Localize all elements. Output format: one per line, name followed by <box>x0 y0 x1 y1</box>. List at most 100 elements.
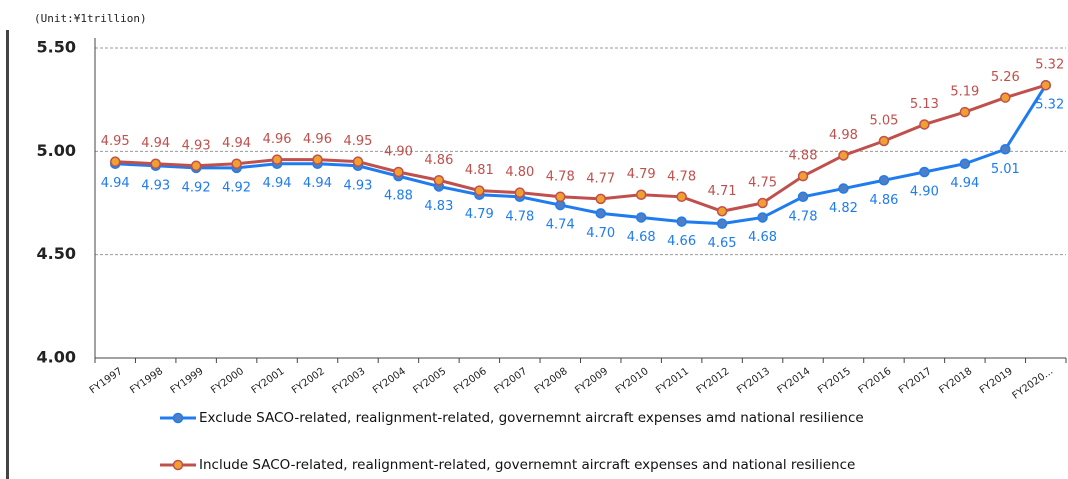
data-label: 4.95 <box>101 134 130 149</box>
point <box>676 191 687 203</box>
legend-label: Exclude SACO-related, realignment-relate… <box>199 410 864 426</box>
data-label: 4.65 <box>708 236 737 251</box>
data-label: 4.94 <box>222 136 251 151</box>
x-tick-label: FY2019 <box>978 366 1015 396</box>
data-label: 4.93 <box>182 138 211 153</box>
legend-marker <box>172 412 184 424</box>
point <box>838 150 849 161</box>
data-label: 5.32 <box>1035 98 1064 113</box>
data-label: 4.78 <box>667 169 696 184</box>
legend-label: Include SACO-related, realignment-relate… <box>199 457 855 473</box>
y-tick-label: 5.00 <box>37 141 76 160</box>
data-label: 4.81 <box>465 163 494 178</box>
x-tick-label: FY2010 <box>614 366 651 396</box>
x-tick-label: FY2018 <box>937 366 974 396</box>
data-label: 4.86 <box>869 193 898 208</box>
point <box>635 189 647 200</box>
x-tick-label: FY2004 <box>371 366 408 396</box>
y-tick-label: 4.00 <box>37 348 76 367</box>
point <box>1040 79 1052 91</box>
data-label: 4.78 <box>789 209 818 224</box>
point <box>716 218 728 229</box>
y-tick-label: 5.50 <box>37 38 76 57</box>
point <box>271 154 283 165</box>
data-label: 4.77 <box>586 171 615 186</box>
x-tick-label: FY1998 <box>128 366 165 396</box>
point <box>878 175 890 186</box>
data-label: 4.79 <box>627 167 656 182</box>
point <box>838 183 849 194</box>
series-line <box>115 83 1047 213</box>
unit-label: (Unit:¥1trillion) <box>34 12 147 25</box>
data-label: 4.68 <box>627 230 656 245</box>
point <box>595 208 606 219</box>
x-tick-label: FY2005 <box>411 366 448 396</box>
x-tick-label: FY2017 <box>897 366 934 396</box>
data-label: 4.83 <box>424 199 453 214</box>
point <box>1000 92 1011 103</box>
point <box>109 156 121 167</box>
data-label: 4.96 <box>303 132 332 147</box>
point <box>595 193 606 205</box>
point <box>231 158 242 169</box>
data-label: 4.88 <box>789 149 818 164</box>
data-label: 4.94 <box>141 136 170 151</box>
data-label: 4.94 <box>101 176 130 191</box>
data-label: 5.19 <box>950 85 979 100</box>
x-tick-label: FY2001 <box>250 366 287 396</box>
data-label: 5.05 <box>869 114 898 129</box>
point <box>959 106 971 118</box>
data-label: 4.74 <box>546 218 575 233</box>
data-label: 4.78 <box>505 209 534 224</box>
point <box>393 166 404 178</box>
series-line <box>115 84 1048 226</box>
point <box>878 135 890 147</box>
data-label: 4.68 <box>748 230 777 245</box>
point <box>555 191 566 203</box>
data-label: 4.80 <box>505 165 534 180</box>
point <box>757 212 768 223</box>
data-label: 4.66 <box>667 234 696 249</box>
data-label: 4.94 <box>950 176 979 191</box>
point <box>312 154 323 165</box>
data-label: 4.88 <box>384 189 413 204</box>
data-label: 4.79 <box>465 207 494 222</box>
point <box>1000 144 1011 155</box>
point <box>474 185 485 196</box>
data-label: 5.26 <box>991 70 1020 85</box>
x-tick-label: FY2003 <box>331 366 368 396</box>
x-tick-label: FY2000 <box>209 366 246 396</box>
y-tick-label: 4.50 <box>37 244 76 263</box>
point <box>919 119 930 130</box>
data-label: 4.86 <box>424 153 453 168</box>
point <box>150 158 161 169</box>
point <box>514 187 526 198</box>
x-tick-label: FY2016 <box>857 366 894 396</box>
data-label: 4.92 <box>222 180 251 195</box>
point <box>190 160 202 172</box>
x-tick-label: FY2015 <box>816 366 853 396</box>
data-label: 4.75 <box>748 176 777 191</box>
data-label: 4.92 <box>182 180 211 195</box>
x-tick-label: FY2002 <box>290 366 327 396</box>
data-label: 4.71 <box>708 184 737 199</box>
data-label: 4.90 <box>384 145 413 160</box>
data-label: 5.13 <box>910 97 939 112</box>
x-tick-label: FY2009 <box>573 366 610 396</box>
data-label: 4.96 <box>263 132 292 147</box>
x-tick-label: FY2011 <box>654 366 691 396</box>
data-label: 4.78 <box>546 169 575 184</box>
point <box>797 191 809 203</box>
data-label: 5.32 <box>1035 58 1064 73</box>
point <box>433 175 445 186</box>
data-label: 4.82 <box>829 201 858 216</box>
x-tick-label: FY2014 <box>776 366 813 396</box>
point <box>797 170 809 182</box>
x-tick-label: FY2008 <box>533 366 570 396</box>
x-tick-label: FY1999 <box>169 366 206 396</box>
x-tick-label: FY2006 <box>452 366 489 396</box>
data-label: 4.98 <box>829 128 858 143</box>
point <box>757 197 768 209</box>
x-tick-label: FY1997 <box>88 366 125 396</box>
